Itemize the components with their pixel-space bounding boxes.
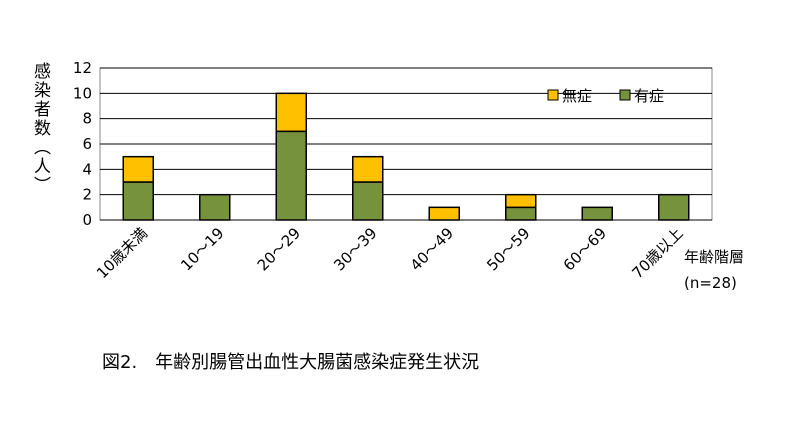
y-tick-label: 10 — [73, 84, 92, 102]
x-tick-label: 10歳未満 — [93, 224, 151, 282]
y-tick-label: 12 — [73, 59, 92, 77]
y-tick-label: 8 — [82, 110, 92, 128]
x-tick-label: 40～49 — [407, 224, 457, 274]
x-tick-label: 20～29 — [254, 224, 304, 274]
bar-segment — [275, 92, 307, 133]
bar-segment — [505, 206, 537, 221]
x-tick-label: 70歳以上 — [629, 224, 687, 282]
bar-segment — [352, 155, 384, 183]
y-tick-label: 2 — [82, 186, 92, 204]
bar-segment — [352, 181, 384, 221]
x-tick-label: 60～69 — [560, 224, 610, 274]
legend-swatch — [619, 89, 631, 101]
legend-swatch — [547, 89, 559, 101]
bar-segment — [275, 130, 307, 221]
bar-segment — [658, 193, 690, 221]
y-tick-label: 6 — [82, 135, 92, 153]
bar-segment — [122, 181, 154, 221]
bar-segment — [428, 206, 460, 221]
legend-label: 有症 — [634, 87, 664, 105]
caption: 図2. 年齢別腸管出血性大腸菌感染症発生状況 — [102, 352, 479, 373]
x-tick-label: 10～19 — [177, 224, 227, 274]
bar-segment — [122, 155, 154, 183]
y-tick-label: 4 — [82, 160, 92, 178]
bar-segment — [199, 193, 231, 221]
bar-segment — [581, 206, 613, 221]
legend-label: 無症 — [562, 87, 592, 105]
x-tick-label: 50～59 — [483, 224, 533, 274]
x-axis-label: (n=28) — [684, 274, 737, 292]
x-axis-label: 年齢階層 — [684, 248, 744, 266]
bar-segment — [505, 193, 537, 209]
x-tick-label: 30～39 — [330, 224, 380, 274]
y-axis-label: 感染者数（人） — [30, 62, 50, 195]
y-tick-label: 0 — [82, 211, 92, 229]
